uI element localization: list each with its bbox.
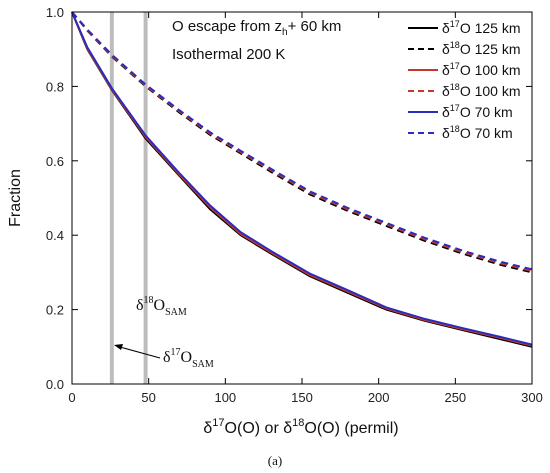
x-tick-label: 300 (521, 390, 543, 405)
d17o-sam-label: δ17OSAM (163, 347, 214, 370)
figure-caption: (a) (268, 453, 282, 468)
y-tick-label: 0.2 (46, 303, 64, 318)
d17o-sam-arrow (119, 346, 161, 359)
x-tick-label: 200 (368, 390, 390, 405)
legend-label: δ17O 125 km (442, 19, 521, 36)
legend: δ17O 125 km δ18O 125 km δ17O 100 km δ18O 10… (408, 19, 521, 141)
series-line-6 (71, 11, 533, 271)
vertical-markers (109, 12, 148, 384)
legend-label: δ17O 100 km (442, 61, 521, 78)
x-tick-label: 100 (214, 390, 236, 405)
d17o-sam-arrowhead (114, 344, 123, 350)
y-tick-label: 0.4 (46, 228, 64, 243)
y-tick-label: 1.0 (46, 5, 64, 20)
title-line1: O escape from zh+ 60 km (172, 18, 341, 38)
legend-label: δ18O 125 km (442, 40, 521, 57)
title-line2: Isothermal 200 K (172, 46, 285, 63)
y-tick-label: 0.6 (46, 154, 64, 169)
x-tick-label: 50 (141, 390, 155, 405)
d18o-sam-label: δ18OSAM (136, 295, 187, 318)
y-tick-label: 0.0 (46, 377, 64, 392)
y-axis-label: Fraction (7, 169, 24, 227)
x-axis-label: δ17O(O) or δ18O(O) (permil) (203, 417, 398, 437)
y-tick-label: 0.8 (46, 79, 64, 94)
legend-label: δ18O 100 km (442, 82, 521, 99)
legend-label: δ17O 70 km (442, 103, 513, 120)
x-tick-label: 250 (444, 390, 466, 405)
series-line-5 (71, 11, 533, 346)
axis-ticks: 0 50 100 150 200 250 300 0.0 0.2 0.4 0.6 0.8 1.0 (46, 5, 543, 405)
legend-label: δ18O 70 km (442, 124, 513, 141)
x-tick-label: 0 (68, 390, 75, 405)
series-lines (71, 11, 533, 348)
x-tick-label: 150 (291, 390, 313, 405)
